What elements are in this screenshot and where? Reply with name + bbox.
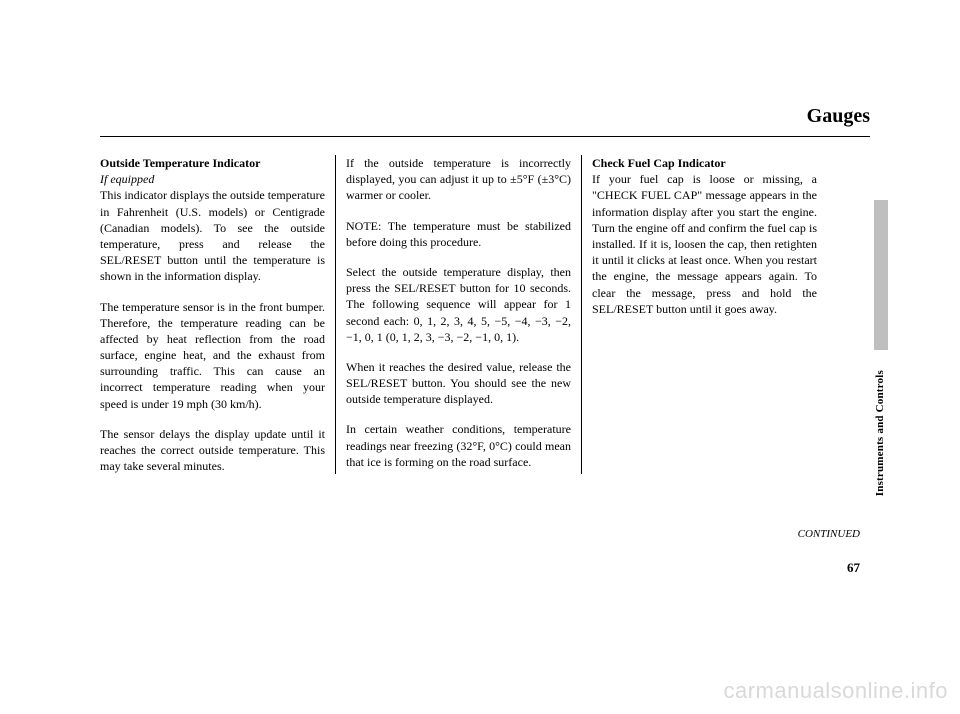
side-tab — [874, 200, 888, 350]
body-text: When it reaches the desired value, relea… — [346, 359, 571, 408]
body-text: The sensor delays the display update unt… — [100, 426, 325, 475]
page-title: Gauges — [100, 105, 870, 128]
body-text: This indicator displays the outside temp… — [100, 188, 325, 283]
column-1: Outside Temperature Indicator If equippe… — [100, 155, 335, 474]
section-head-outside-temp: Outside Temperature Indicator — [100, 156, 260, 170]
body-text: If your fuel cap is loose or missing, a … — [592, 172, 817, 316]
title-rule — [100, 136, 870, 137]
page-number: 67 — [847, 560, 860, 576]
column-3: Check Fuel Cap Indicator If your fuel ca… — [582, 155, 817, 474]
watermark: carmanualsonline.info — [723, 678, 948, 704]
section-2: Check Fuel Cap Indicator If your fuel ca… — [592, 155, 817, 317]
content-columns: Outside Temperature Indicator If equippe… — [100, 155, 870, 474]
body-text: If the outside temperature is incorrectl… — [346, 155, 571, 204]
body-text: NOTE: The temperature must be stabilized… — [346, 218, 571, 250]
body-text: The temperature sensor is in the front b… — [100, 299, 325, 412]
section-head-fuel-cap: Check Fuel Cap Indicator — [592, 156, 726, 170]
side-section-label: Instruments and Controls — [874, 370, 886, 496]
continued-label: CONTINUED — [798, 528, 860, 540]
section-subhead: If equipped — [100, 172, 154, 186]
section-1: Outside Temperature Indicator If equippe… — [100, 155, 325, 285]
column-2: If the outside temperature is incorrectl… — [335, 155, 582, 474]
body-text: In certain weather conditions, temperatu… — [346, 421, 571, 470]
body-text: Select the outside temperature display, … — [346, 264, 571, 345]
